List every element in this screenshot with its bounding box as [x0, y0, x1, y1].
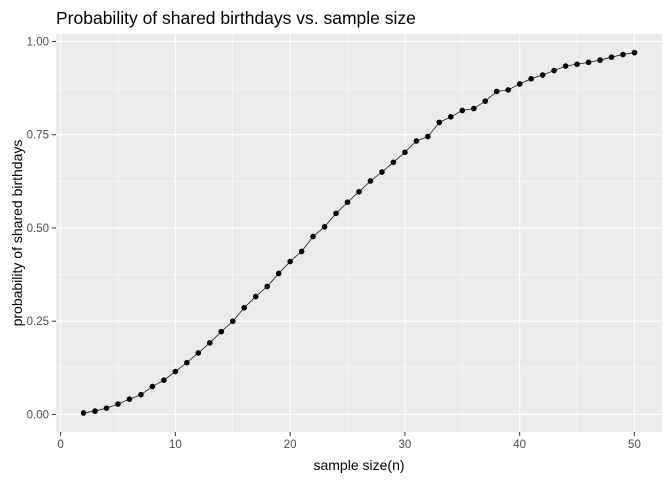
data-point	[585, 59, 592, 66]
data-point	[80, 410, 87, 416]
data-point	[333, 210, 339, 217]
plot-panel	[56, 34, 662, 432]
data-point	[252, 293, 259, 300]
data-point	[229, 318, 236, 325]
y-tick-label: 1.00	[27, 36, 49, 48]
data-point	[356, 188, 362, 195]
y-tick-label: 0.00	[27, 409, 49, 421]
y-tick-label: 0.75	[27, 130, 49, 142]
data-point	[436, 119, 443, 126]
data-point	[264, 283, 270, 290]
chart-title: Probability of shared birthdays vs. samp…	[56, 8, 416, 28]
data-point	[275, 270, 282, 277]
data-point	[528, 75, 534, 82]
data-point	[92, 408, 98, 414]
data-point	[206, 340, 213, 346]
data-point	[574, 61, 580, 68]
data-point	[505, 87, 512, 93]
data-point	[126, 396, 133, 402]
data-point	[184, 359, 190, 366]
data-point	[138, 391, 144, 398]
data-point	[516, 81, 523, 87]
data-point	[413, 138, 420, 144]
data-point	[241, 304, 248, 311]
data-point	[344, 199, 351, 206]
x-tick-label: 30	[399, 439, 412, 451]
y-tick-label: 0.50	[27, 223, 49, 235]
data-point	[425, 133, 431, 140]
data-point	[195, 350, 202, 356]
data-point	[367, 178, 374, 184]
data-point	[470, 105, 477, 112]
x-tick-label: 0	[57, 439, 63, 451]
data-point	[321, 224, 328, 230]
y-axis-ticks: 0.00 0.25 0.50 0.75 1.00	[27, 36, 56, 421]
data-points	[80, 49, 638, 416]
data-point	[493, 88, 500, 95]
data-point	[631, 49, 638, 56]
data-point	[620, 51, 626, 58]
data-point	[551, 67, 557, 74]
x-tick-label: 50	[628, 439, 641, 451]
x-tick-label: 20	[284, 439, 297, 451]
data-point	[390, 159, 397, 166]
major-gridlines	[56, 34, 662, 432]
data-point	[608, 54, 615, 60]
data-point	[448, 114, 454, 120]
data-point	[379, 169, 385, 175]
data-point	[402, 149, 408, 156]
data-point	[287, 258, 293, 265]
data-point	[103, 405, 110, 411]
data-point	[161, 377, 167, 383]
x-axis-title: sample size(n)	[313, 457, 404, 473]
x-tick-label: 10	[169, 439, 182, 451]
data-point	[539, 72, 546, 78]
data-point	[310, 233, 316, 240]
y-axis-title: probability of shared birthdays	[9, 140, 25, 327]
data-point	[459, 107, 466, 114]
x-axis-ticks: 0 10 20 30 40 50	[57, 432, 641, 451]
minor-gridlines	[56, 34, 662, 432]
data-point	[149, 383, 156, 390]
data-point	[562, 63, 569, 69]
data-point	[115, 401, 121, 407]
data-point	[172, 368, 179, 375]
data-point	[482, 98, 489, 104]
data-point	[218, 328, 225, 335]
x-tick-label: 40	[513, 439, 526, 451]
data-point	[298, 248, 305, 255]
data-point	[597, 57, 603, 63]
y-tick-label: 0.25	[27, 316, 49, 328]
